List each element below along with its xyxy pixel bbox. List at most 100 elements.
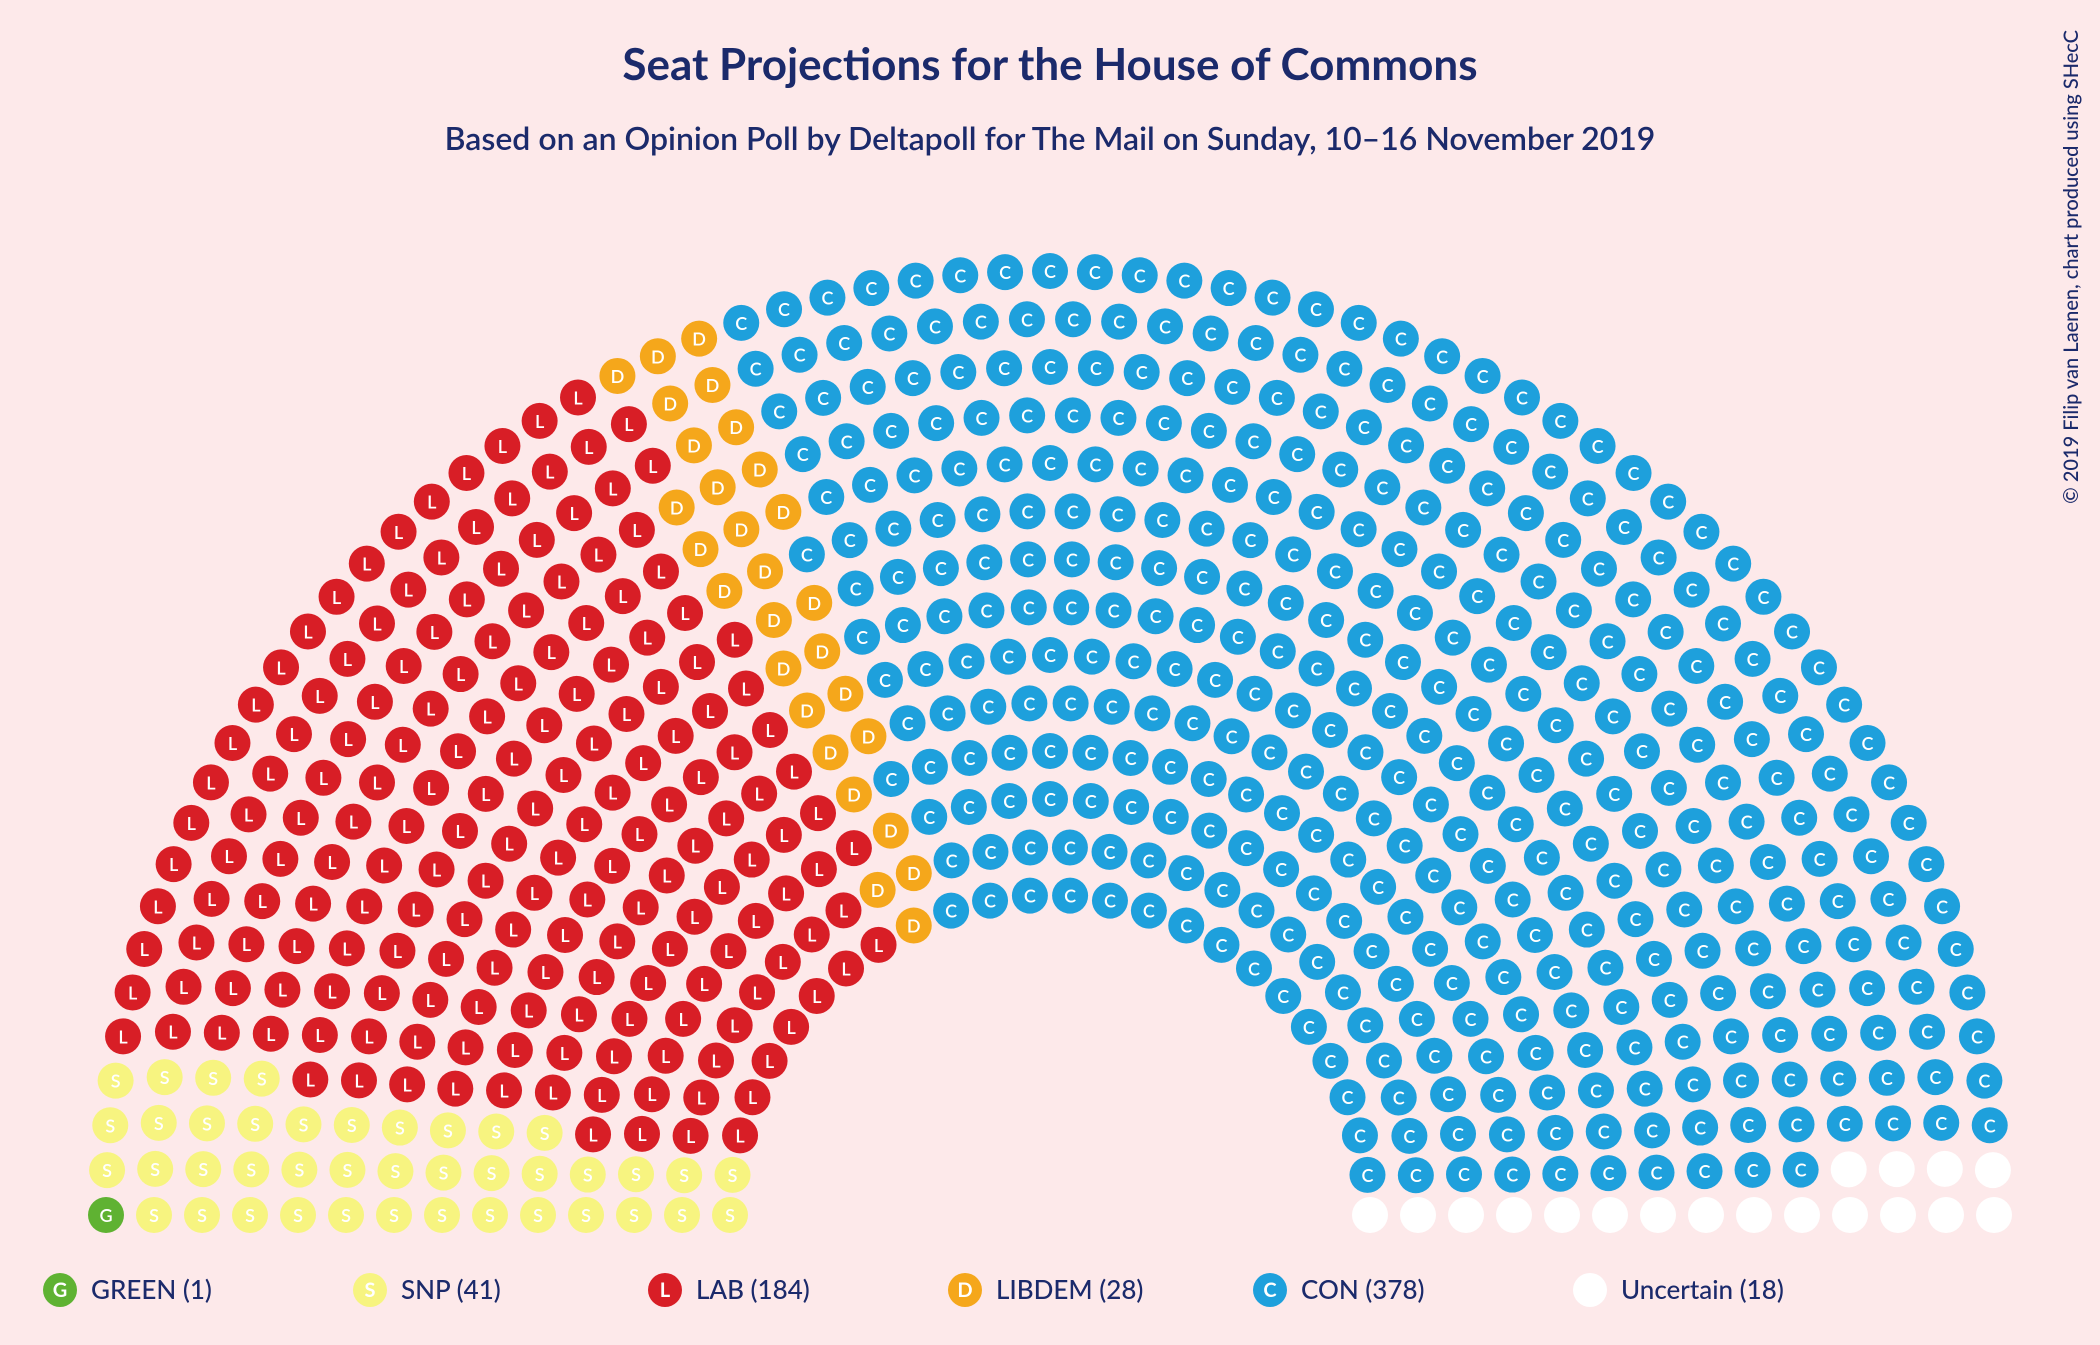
seat-letter: C <box>1452 1123 1464 1145</box>
seat-con: C <box>1908 846 1944 882</box>
seat-letter: L <box>394 521 404 543</box>
seat-letter: C <box>1441 455 1453 477</box>
seat-con: C <box>895 360 931 396</box>
seat-con: C <box>934 842 970 878</box>
seat-lab: L <box>717 1007 753 1043</box>
seat-letter: C <box>1508 612 1520 634</box>
seat-con: C <box>1750 973 1786 1009</box>
seat-letter: C <box>1320 609 1332 631</box>
seat-con: C <box>1100 496 1136 532</box>
seat-libdem: D <box>813 734 849 770</box>
seat-letter: D <box>651 345 665 367</box>
seat-con: C <box>853 270 889 306</box>
seat-lab: L <box>595 470 631 506</box>
seat-letter: C <box>1795 1159 1807 1181</box>
seat-letter: C <box>1501 1123 1513 1145</box>
seat-con: C <box>1564 665 1600 701</box>
seat-con: C <box>1330 1079 1366 1115</box>
seat-lab: L <box>768 875 804 911</box>
seat-letter: C <box>1216 879 1228 901</box>
seat-letter: C <box>938 605 950 627</box>
seat-con: C <box>1498 806 1534 842</box>
seat-snp: S <box>478 1114 514 1150</box>
seat-letter: L <box>583 889 593 911</box>
seat-letter: C <box>838 332 850 354</box>
seat-con: C <box>1542 1156 1578 1192</box>
seat-con: C <box>1157 651 1193 687</box>
seat-libdem: D <box>676 427 712 463</box>
seat-letter: C <box>1238 577 1250 599</box>
seat-con: C <box>1456 696 1492 732</box>
seat-con: C <box>1032 445 1068 481</box>
seat-con: C <box>1521 563 1557 599</box>
seat-letter: C <box>1180 464 1192 486</box>
seat-con: C <box>1138 598 1174 634</box>
seat-letter: C <box>1481 782 1493 804</box>
seat-letter: C <box>1839 1113 1851 1135</box>
seat-letter: C <box>999 261 1011 283</box>
seat-lab: L <box>519 522 555 558</box>
seat-letter: C <box>1044 452 1056 474</box>
seat-con: C <box>1053 589 1089 625</box>
seat-letter: C <box>1516 386 1528 408</box>
seat-lab: L <box>359 606 395 642</box>
seat-snp: S <box>715 1157 751 1193</box>
seat-con: C <box>1811 1016 1847 1052</box>
seat-con: C <box>1440 1116 1476 1152</box>
seat-con: C <box>1836 926 1872 962</box>
seat-con: C <box>1627 1071 1663 1107</box>
seat-letter: C <box>935 557 947 579</box>
seat-letter: S <box>533 1204 543 1226</box>
seat-letter: L <box>648 455 658 477</box>
seat-con: C <box>723 305 759 341</box>
seat-letter: L <box>426 777 436 799</box>
seat-letter: C <box>1106 696 1118 718</box>
seat-con: C <box>890 705 926 741</box>
seat-letter: D <box>884 820 898 842</box>
seat-letter: C <box>1275 858 1287 880</box>
seat-letter: C <box>856 626 868 648</box>
seat-letter: L <box>613 930 623 952</box>
seat-snp: S <box>474 1155 510 1191</box>
seat-con: C <box>1972 1107 2008 1143</box>
seat-con: C <box>805 380 841 416</box>
seat-con: C <box>1480 1077 1516 1113</box>
seat-letter: C <box>1226 376 1238 398</box>
seat-letter: L <box>814 858 824 880</box>
seat-con: C <box>1237 676 1273 712</box>
seat-letter: L <box>372 613 382 635</box>
seat-letter: C <box>1064 837 1076 859</box>
seat-con: C <box>1387 828 1423 864</box>
seat-con: C <box>1898 969 1934 1005</box>
seat-con: C <box>1226 570 1262 606</box>
seat-letter: C <box>1203 820 1215 842</box>
seat-letter: C <box>1639 1078 1651 1100</box>
seat-con: C <box>1802 841 1838 877</box>
seat-letter: L <box>510 1039 520 1061</box>
seat-letter: C <box>885 768 897 790</box>
seat-lab: L <box>717 734 753 770</box>
seat-letter: L <box>545 461 555 483</box>
seat-con: C <box>1496 605 1532 641</box>
seat-letter: C <box>1181 367 1193 389</box>
seat-con: C <box>1341 305 1377 341</box>
seat-letter: C <box>1602 1162 1614 1184</box>
seat-letter: C <box>1158 412 1170 434</box>
seat-letter: C <box>1848 933 1860 955</box>
seat-letter: L <box>597 1084 607 1106</box>
seat-letter: L <box>461 1036 471 1058</box>
seat-con: C <box>1783 1152 1819 1188</box>
seat-letter: C <box>1384 700 1396 722</box>
seat-lab: L <box>623 889 659 925</box>
seat-con: C <box>1152 749 1188 785</box>
seat-con: C <box>873 761 909 797</box>
seat-lab: L <box>468 863 504 899</box>
seat-letter: L <box>765 1050 775 1072</box>
seat-letter: C <box>1433 560 1445 582</box>
seat-letter: C <box>1832 890 1844 912</box>
seat-letter: C <box>953 457 965 479</box>
seat-con: C <box>1779 1106 1815 1142</box>
seat-letter: C <box>1481 477 1493 499</box>
seat-letter: C <box>1549 1122 1561 1144</box>
seat-snp: S <box>618 1156 654 1192</box>
